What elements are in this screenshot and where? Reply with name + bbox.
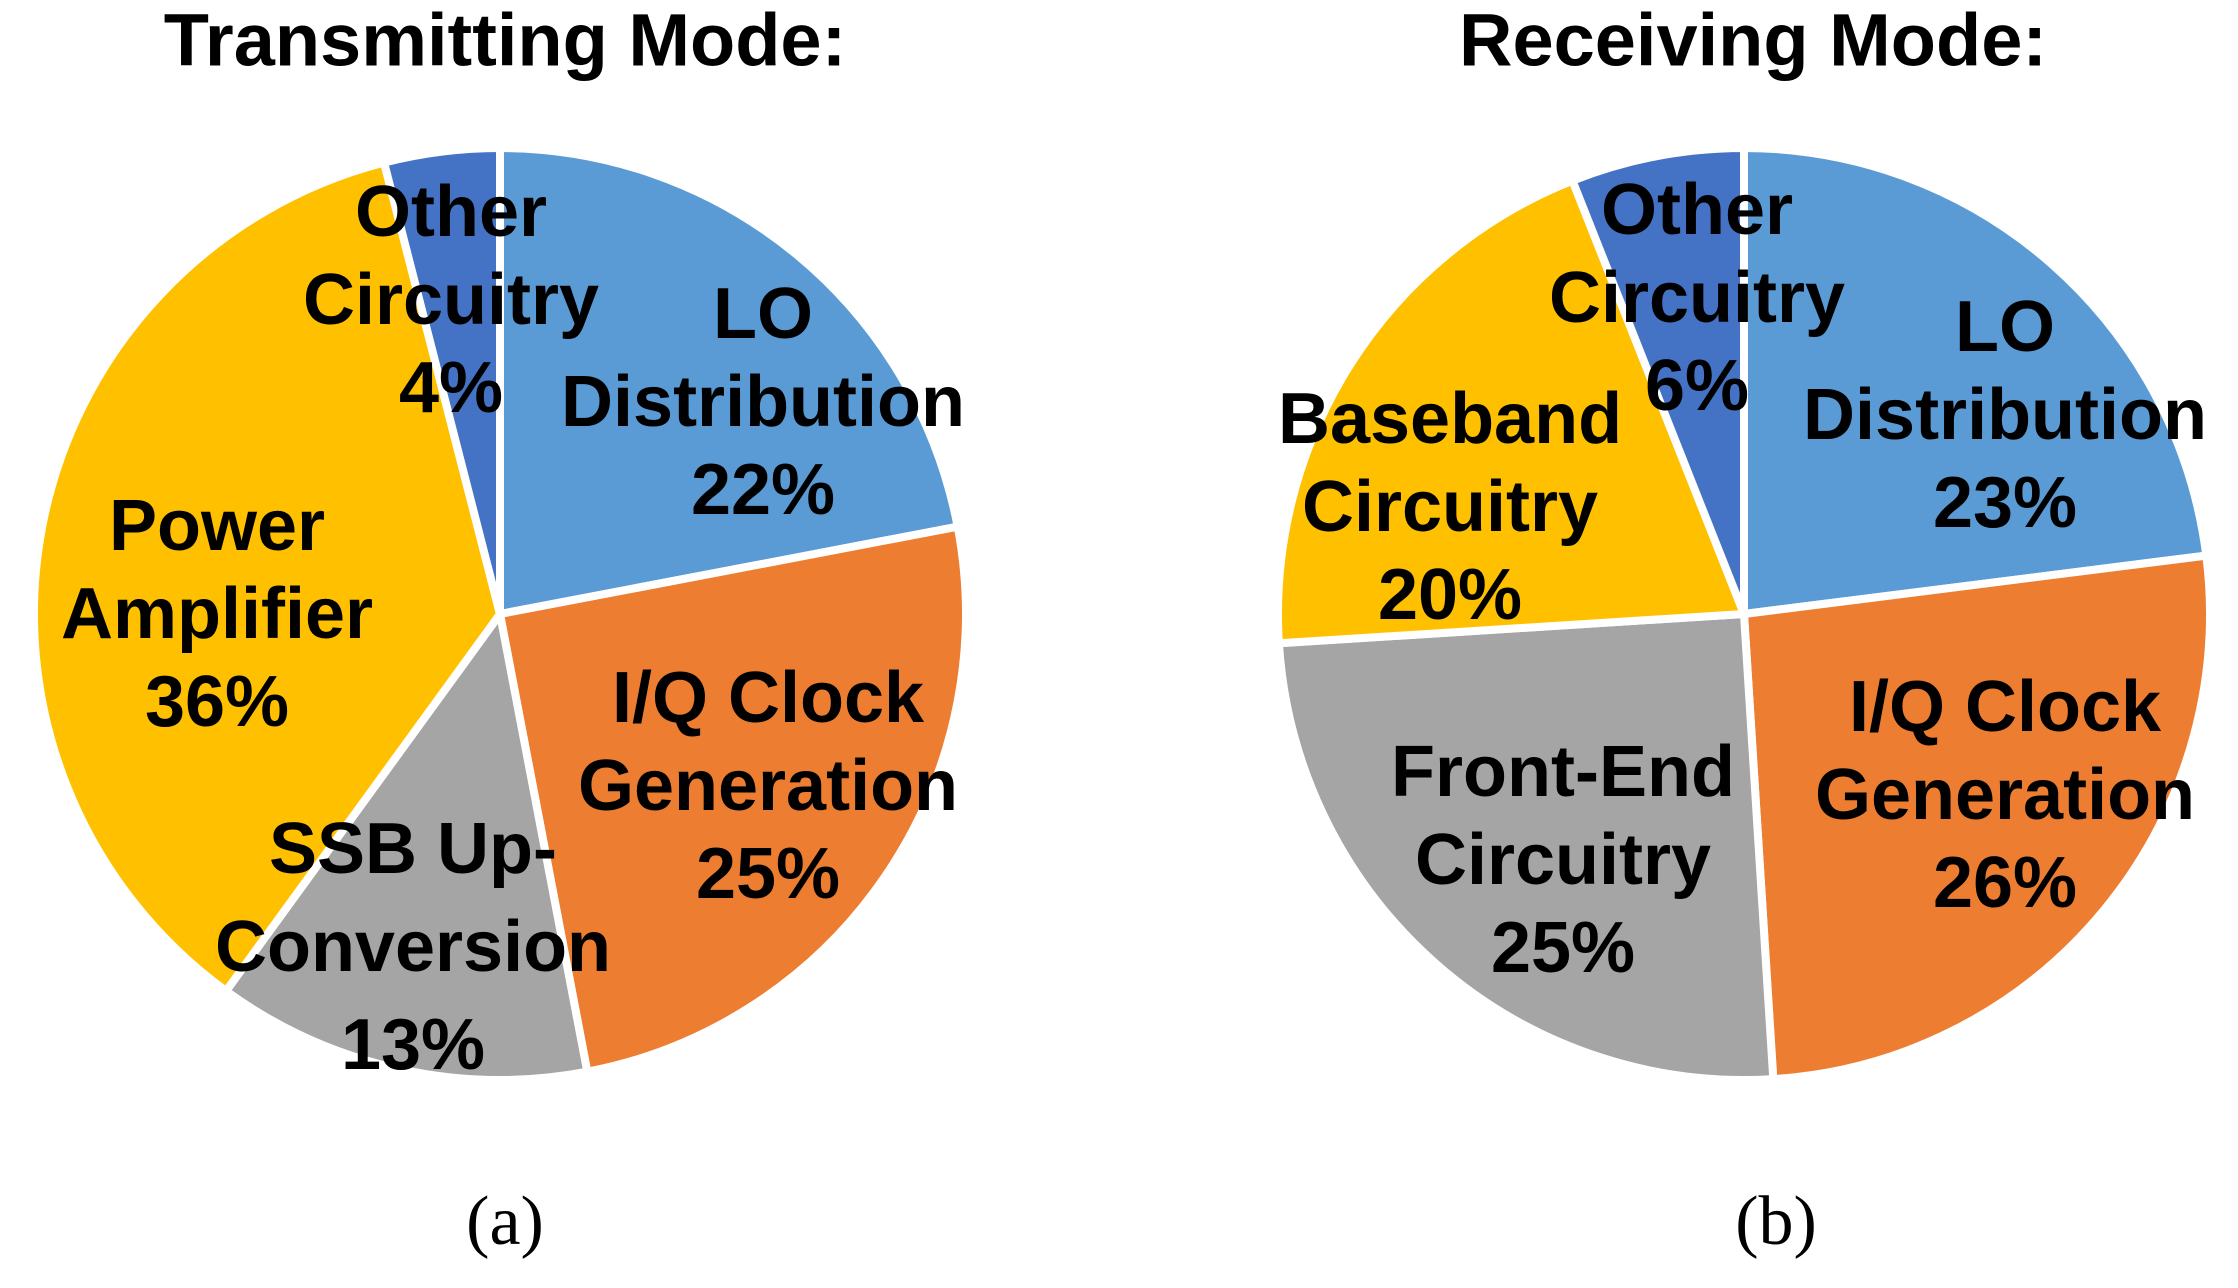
label-rx-baseband-circuitry: Baseband Circuitry 20% [1277, 379, 1623, 635]
transmitting-pie [30, 143, 970, 1084]
power-amplifier-slice [30, 158, 504, 995]
front-end-circuitry-slice [1274, 610, 1778, 1084]
ssb-up-conversion-slice [222, 610, 592, 1084]
i-q-clock-generation-slice [496, 522, 970, 1076]
transmitting-title: Transmitting Mode: [163, 0, 847, 82]
lo-distribution-slice [1740, 144, 2211, 618]
label-tx-power-amplifier: Power Amplifier 36% [60, 486, 374, 742]
label-tx-lo-distribution: LO Distribution 22% [561, 274, 965, 530]
baseband-circuitry-slice [1274, 176, 1748, 648]
i-q-clock-generation-slice [1740, 551, 2214, 1084]
label-tx-other-circuitry: Other Circuitry 4% [302, 172, 600, 428]
label-rx-iq-clock-generation: I/Q Clock Generation 26% [1814, 667, 2196, 923]
label-rx-other-circuitry: Other Circuitry 6% [1548, 170, 1846, 426]
label-tx-ssb-up-conversion: SSB Up- Conversion 13% [214, 809, 612, 1085]
label-rx-lo-distribution: LO Distribution 23% [1803, 287, 2207, 543]
lo-distribution-slice [496, 144, 962, 618]
caption-a: (a) [466, 1183, 544, 1260]
receiving-title: Receiving Mode: [1459, 0, 2047, 82]
other-circuitry-slice [380, 143, 504, 618]
caption-b: (b) [1735, 1183, 1817, 1260]
other-circuitry-slice [1568, 144, 1748, 618]
label-rx-front-end-circuitry: Front-End Circuitry 25% [1391, 732, 1735, 988]
label-tx-iq-clock-generation: I/Q Clock Generation 25% [577, 658, 959, 914]
receiving-pie [1274, 144, 2214, 1084]
